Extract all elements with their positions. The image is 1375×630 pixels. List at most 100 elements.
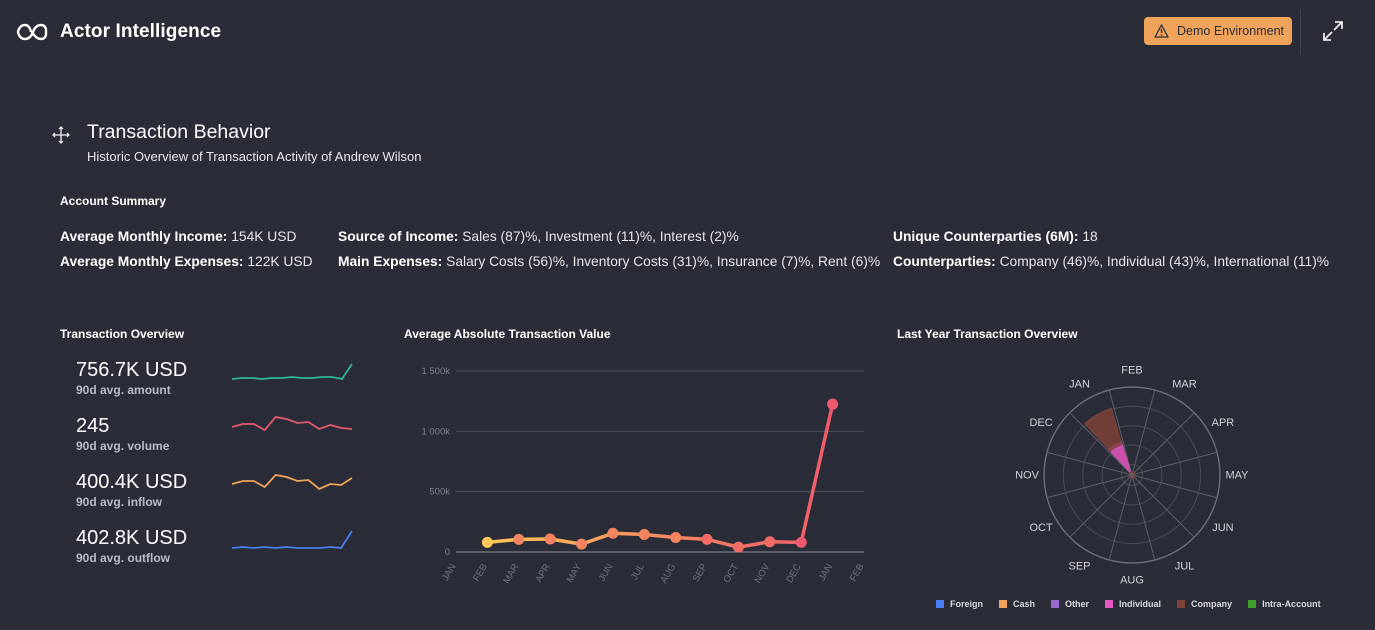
unique-cp-value: 18 [1082,229,1098,244]
legend-swatch [1051,600,1060,608]
x-tick-label: OCT [722,562,742,585]
move-arrows-icon[interactable] [52,126,70,144]
avg-expenses-value: 122K USD [247,254,313,269]
sparklines [231,363,353,549]
polar-spoke [1131,474,1195,538]
x-tick-label: JUN [597,562,616,584]
polar-spoke [1108,389,1133,476]
legend-swatch [936,600,944,608]
sparkline-0 [231,363,353,381]
polar-spoke [1046,451,1133,476]
main-expenses-label: Main Expenses: [338,254,443,269]
polar-ring [1120,463,1144,487]
polar-spoke [1069,412,1133,476]
polar-ring [1043,386,1221,564]
cp-label: Counterparties: [893,254,996,269]
data-point[interactable] [513,533,525,545]
x-tick-label: APR [533,562,552,585]
y-tick-label: 1 000k [421,426,450,437]
legend-label: Cash [1013,599,1036,609]
legend-swatch [999,600,1007,608]
app-title: Actor Intelligence [60,21,222,42]
polar-spoke [1131,389,1156,476]
metric-outflow-label: 90d avg. outflow [76,551,171,565]
data-point[interactable] [732,541,744,553]
data-point[interactable] [481,536,493,548]
avg-value-line-chart: 0 500k 1 000k 1 500k JAN FEB MAR APR MAY JUN JUL AU… [421,366,867,586]
metric-outflow-value: 402.8K USD [76,527,188,549]
account-summary-heading: Account Summary [60,194,167,208]
sparkline-3 [231,530,353,549]
polar-spoke [1131,474,1218,499]
main-expenses-value: Salary Costs (56)%, Inventory Costs (31)… [446,254,881,269]
polar-category-label: MAR [1172,379,1197,391]
sparkline-1 [231,416,353,432]
legend-item-company[interactable]: Company [1177,599,1232,609]
data-point[interactable] [576,538,588,550]
polar-ring [1082,425,1182,525]
sparkline-2 [231,474,353,491]
polar-category-label: JAN [1069,379,1090,391]
polar-wedge-company[interactable] [1083,407,1123,452]
transaction-overview-heading: Transaction Overview [60,327,185,341]
data-point[interactable] [544,533,556,545]
polar-spoke [1131,412,1195,476]
polar-wedge-individual[interactable] [1107,441,1132,475]
polar-spoke [1131,474,1156,561]
data-point[interactable] [607,527,619,539]
legend-swatch [1105,600,1114,608]
unique-counterparties: Unique Counterparties (6M): 18 [893,227,1363,247]
polar-spoke [1131,451,1218,476]
polar-category-label: SEP [1068,560,1090,572]
polar-category-label: AUG [1120,575,1144,587]
data-point[interactable] [827,398,839,410]
expand-icon[interactable] [1321,19,1345,43]
polar-spoke [1108,474,1133,561]
x-tick-label: JAN [440,562,459,583]
x-tick-label: SEP [691,562,710,584]
legend-item-other[interactable]: Other [1051,599,1089,609]
cp-value: Company (46)%, Individual (43)%, Interna… [999,254,1330,269]
legend-swatch [1248,600,1257,608]
data-point[interactable] [638,529,650,541]
y-tick-label: 0 [445,547,450,558]
divider [1300,10,1301,54]
metric-amount-value: 756.7K USD [76,359,188,381]
y-tick-label: 500k [429,487,450,498]
x-tick-label: FEB [848,562,867,584]
data-point[interactable] [701,533,713,545]
legend-item-intra-account[interactable]: Intra-Account [1248,599,1321,609]
legend-item-foreign[interactable]: Foreign [936,599,983,609]
avg-expenses: Average Monthly Expenses: 122K USD [60,252,335,272]
avg-income-value: 154K USD [231,229,297,244]
polar-spoke [1046,474,1133,499]
top-bar: Actor Intelligence Demo Environment [0,0,1375,64]
demo-environment-badge[interactable]: Demo Environment [1144,17,1292,45]
source-of-income: Source of Income: Sales (87)%, Investmen… [338,227,883,247]
metric-volume-value: 245 [76,415,110,437]
legend-item-individual[interactable]: Individual [1105,599,1161,609]
x-tick-label: JAN [817,562,836,583]
x-tick-label: AUG [658,562,678,585]
data-point[interactable] [795,536,807,548]
polar-category-label: JUL [1175,560,1195,572]
infinity-logo-icon [16,23,48,41]
metric-amount-label: 90d avg. amount [76,383,171,397]
data-point[interactable] [670,532,682,544]
polar-chart-title: Last Year Transaction Overview [897,327,1078,341]
main-expenses: Main Expenses: Salary Costs (56)%, Inven… [338,252,883,272]
y-tick-label: 1 500k [421,366,450,377]
polar-spoke [1069,474,1133,538]
unique-cp-label: Unique Counterparties (6M): [893,229,1079,244]
polar-category-label: APR [1212,417,1235,429]
polar-category-label: MAY [1225,470,1249,482]
metric-inflow-value: 400.4K USD [76,471,188,493]
data-point[interactable] [764,536,776,548]
polar-category-label: FEB [1121,365,1142,377]
legend-item-cash[interactable]: Cash [999,599,1035,609]
x-tick-label: MAR [501,562,521,586]
legend-label: Other [1065,599,1090,609]
avg-income: Average Monthly Income: 154K USD [60,227,335,247]
x-tick-label: DEC [784,562,804,585]
counterparties: Counterparties: Company (46)%, Individua… [893,252,1368,272]
